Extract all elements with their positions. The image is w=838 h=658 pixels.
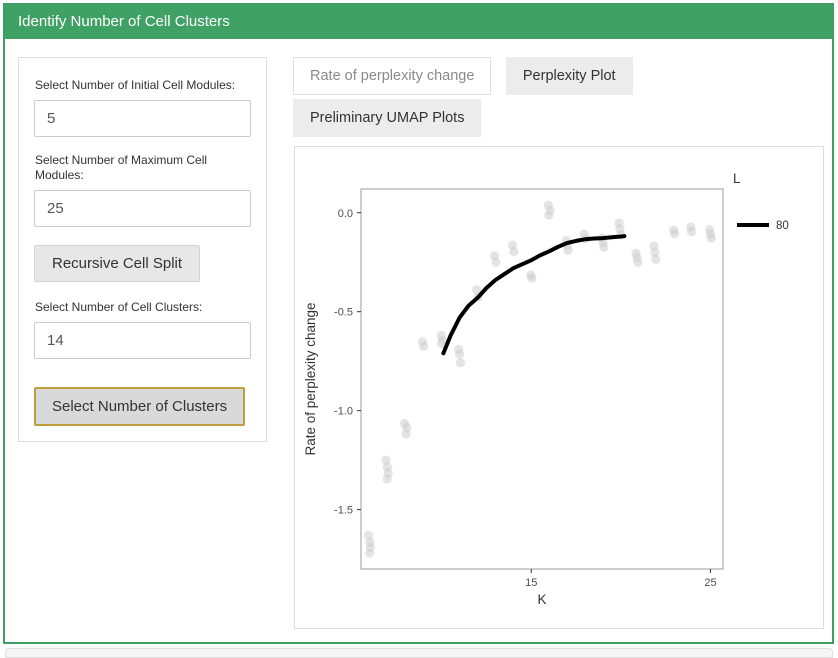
scatter-point <box>544 210 554 220</box>
scatter-point <box>563 245 573 255</box>
x-tick-label: 15 <box>525 577 537 589</box>
scatter-point <box>365 548 375 558</box>
scatter-point <box>382 474 392 484</box>
panel-title: Identify Number of Cell Clusters <box>18 13 230 30</box>
x-axis-title: K <box>537 592 546 607</box>
scatter-point <box>706 233 716 243</box>
y-tick-label: 0.0 <box>338 208 353 220</box>
scatter-point <box>455 358 466 368</box>
x-tick-label: 25 <box>704 577 716 589</box>
cell-clusters-input[interactable] <box>34 322 251 359</box>
parameters-card: Select Number of Initial Cell Modules: S… <box>18 57 267 442</box>
scatter-point <box>650 247 660 257</box>
cell-clusters-label: Select Number of Cell Clusters: <box>35 300 203 314</box>
legend-title: L <box>733 171 741 186</box>
scatter-point <box>509 246 519 257</box>
y-tick-label: -0.5 <box>334 307 353 319</box>
initial-modules-label: Select Number of Initial Cell Modules: <box>35 78 236 92</box>
y-axis-title: Rate of perplexity change <box>303 302 318 455</box>
scatter-point <box>419 341 429 351</box>
y-tick-label: -1.0 <box>334 406 353 418</box>
scatter-point <box>364 530 374 540</box>
tab-preliminary-umap-plots[interactable]: Preliminary UMAP Plots <box>293 99 482 137</box>
scatter-point <box>651 254 661 264</box>
scatter-point <box>454 349 465 359</box>
legend-entry-label: 80 <box>776 220 789 232</box>
scatter-point <box>527 273 537 283</box>
scatter-point <box>437 339 447 349</box>
select-clusters-button[interactable]: Select Number of Clusters <box>34 387 246 426</box>
scatter-point <box>687 226 697 237</box>
next-panel-strip[interactable] <box>5 648 833 658</box>
scatter-point <box>670 228 680 239</box>
scatter-point <box>633 257 643 267</box>
panel-body: Select Number of Initial Cell Modules: S… <box>5 39 832 642</box>
tab-bar: Rate of perplexity change Perplexity Plo… <box>293 57 828 141</box>
scatter-point <box>491 257 501 267</box>
scatter-point <box>471 285 482 295</box>
scatter-point <box>381 455 391 465</box>
tab-perplexity-plot[interactable]: Perplexity Plot <box>505 57 633 95</box>
max-modules-label: Select Number of Maximum Cell Modules: <box>35 153 208 182</box>
panel-header: Identify Number of Cell Clusters <box>5 5 832 39</box>
y-tick-label: -1.5 <box>334 505 353 517</box>
cell-clusters-panel: Identify Number of Cell Clusters Select … <box>3 3 834 644</box>
initial-modules-input[interactable] <box>34 100 251 137</box>
max-modules-input[interactable] <box>34 190 251 227</box>
recursive-cell-split-button[interactable]: Recursive Cell Split <box>34 245 201 282</box>
tab-rate-of-perplexity-change[interactable]: Rate of perplexity change <box>293 57 492 95</box>
rate-of-perplexity-change-chart: 0.0 -0.5 -1.0 -1.5 15 25 K Rate of perplexity c… <box>303 171 789 607</box>
plot-card: 0.0 -0.5 -1.0 -1.5 15 25 K Rate of perplexity c… <box>294 146 824 629</box>
scatter-point <box>401 429 411 439</box>
scatter-point <box>599 242 609 252</box>
smooth-line <box>441 234 627 356</box>
chart-panel <box>360 188 724 570</box>
